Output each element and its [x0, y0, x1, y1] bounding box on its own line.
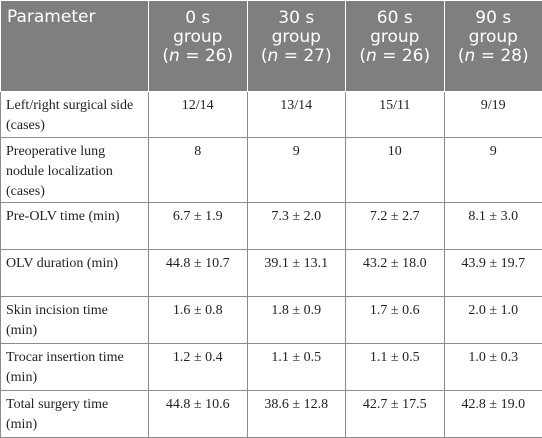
row-parameter: Trocar insertion time (min)	[1, 344, 149, 391]
n-symbol: n	[366, 46, 377, 66]
cell-60s: 7.2 ± 2.7	[346, 203, 445, 250]
cell-30s: 39.1 ± 13.1	[247, 250, 346, 297]
header-group-n: (n = 27)	[254, 47, 340, 66]
header-group-90s: 90 s group (n = 28)	[444, 1, 542, 92]
cell-90s: 1.0 ± 0.3	[444, 344, 542, 391]
table-row: Trocar insertion time (min) 1.2 ± 0.4 1.…	[1, 344, 542, 391]
header-group-0s: 0 s group (n = 26)	[149, 1, 248, 92]
row-parameter: Skin incision time (min)	[1, 297, 149, 344]
header-parameter-label: Parameter	[7, 8, 142, 27]
cell-30s: 9	[247, 138, 346, 203]
header-group-word: group	[155, 28, 241, 47]
header-group-60s: 60 s group (n = 26)	[346, 1, 445, 92]
header-group-word: group	[451, 28, 537, 47]
cell-60s: 43.2 ± 18.0	[346, 250, 445, 297]
cell-60s: 15/11	[346, 92, 445, 138]
row-parameter: Total surgery time (min)	[1, 391, 149, 438]
cell-60s: 42.7 ± 17.5	[346, 391, 445, 438]
cell-0s: 1.6 ± 0.8	[149, 297, 248, 344]
n-symbol: n	[465, 46, 476, 66]
row-parameter: Pre-OLV time (min)	[1, 203, 149, 250]
header-group-label: 30 s	[254, 9, 340, 28]
cell-30s: 13/14	[247, 92, 346, 138]
header-group-word: group	[352, 28, 438, 47]
cell-0s: 8	[149, 138, 248, 203]
header-group-label: 0 s	[155, 9, 241, 28]
table-row: Left/right surgical side (cases) 12/14 1…	[1, 92, 542, 138]
row-parameter: Preoperative lung nodule localization (c…	[1, 138, 149, 203]
table-row: Pre-OLV time (min) 6.7 ± 1.9 7.3 ± 2.0 7…	[1, 203, 542, 250]
cell-60s: 10	[346, 138, 445, 203]
cell-90s: 42.8 ± 19.0	[444, 391, 542, 438]
table-row: Total surgery time (min) 44.8 ± 10.6 38.…	[1, 391, 542, 438]
header-group-label: 60 s	[352, 9, 438, 28]
row-parameter: OLV duration (min)	[1, 250, 149, 297]
cell-0s: 44.8 ± 10.7	[149, 250, 248, 297]
cell-90s: 9/19	[444, 92, 542, 138]
table-row: Skin incision time (min) 1.6 ± 0.8 1.8 ±…	[1, 297, 542, 344]
header-group-30s: 30 s group (n = 27)	[247, 1, 346, 92]
cell-0s: 6.7 ± 1.9	[149, 203, 248, 250]
cell-90s: 43.9 ± 19.7	[444, 250, 542, 297]
cell-0s: 1.2 ± 0.4	[149, 344, 248, 391]
header-parameter: Parameter	[1, 1, 149, 92]
n-symbol: n	[169, 46, 180, 66]
cell-60s: 1.7 ± 0.6	[346, 297, 445, 344]
cell-90s: 8.1 ± 3.0	[444, 203, 542, 250]
cell-30s: 38.6 ± 12.8	[247, 391, 346, 438]
header-group-n: (n = 26)	[155, 47, 241, 66]
cell-0s: 44.8 ± 10.6	[149, 391, 248, 438]
cell-0s: 12/14	[149, 92, 248, 138]
cell-90s: 2.0 ± 1.0	[444, 297, 542, 344]
table-row: OLV duration (min) 44.8 ± 10.7 39.1 ± 13…	[1, 250, 542, 297]
cell-30s: 1.8 ± 0.9	[247, 297, 346, 344]
header-group-n: (n = 26)	[352, 47, 438, 66]
cell-30s: 7.3 ± 2.0	[247, 203, 346, 250]
row-parameter: Left/right surgical side (cases)	[1, 92, 149, 138]
header-group-label: 90 s	[451, 9, 537, 28]
header-row: Parameter 0 s group (n = 26) 30 s group …	[1, 1, 542, 92]
n-symbol: n	[268, 46, 279, 66]
cell-30s: 1.1 ± 0.5	[247, 344, 346, 391]
cell-60s: 1.1 ± 0.5	[346, 344, 445, 391]
table-row: Preoperative lung nodule localization (c…	[1, 138, 542, 203]
header-group-word: group	[254, 28, 340, 47]
cell-90s: 9	[444, 138, 542, 203]
header-group-n: (n = 28)	[451, 47, 537, 66]
